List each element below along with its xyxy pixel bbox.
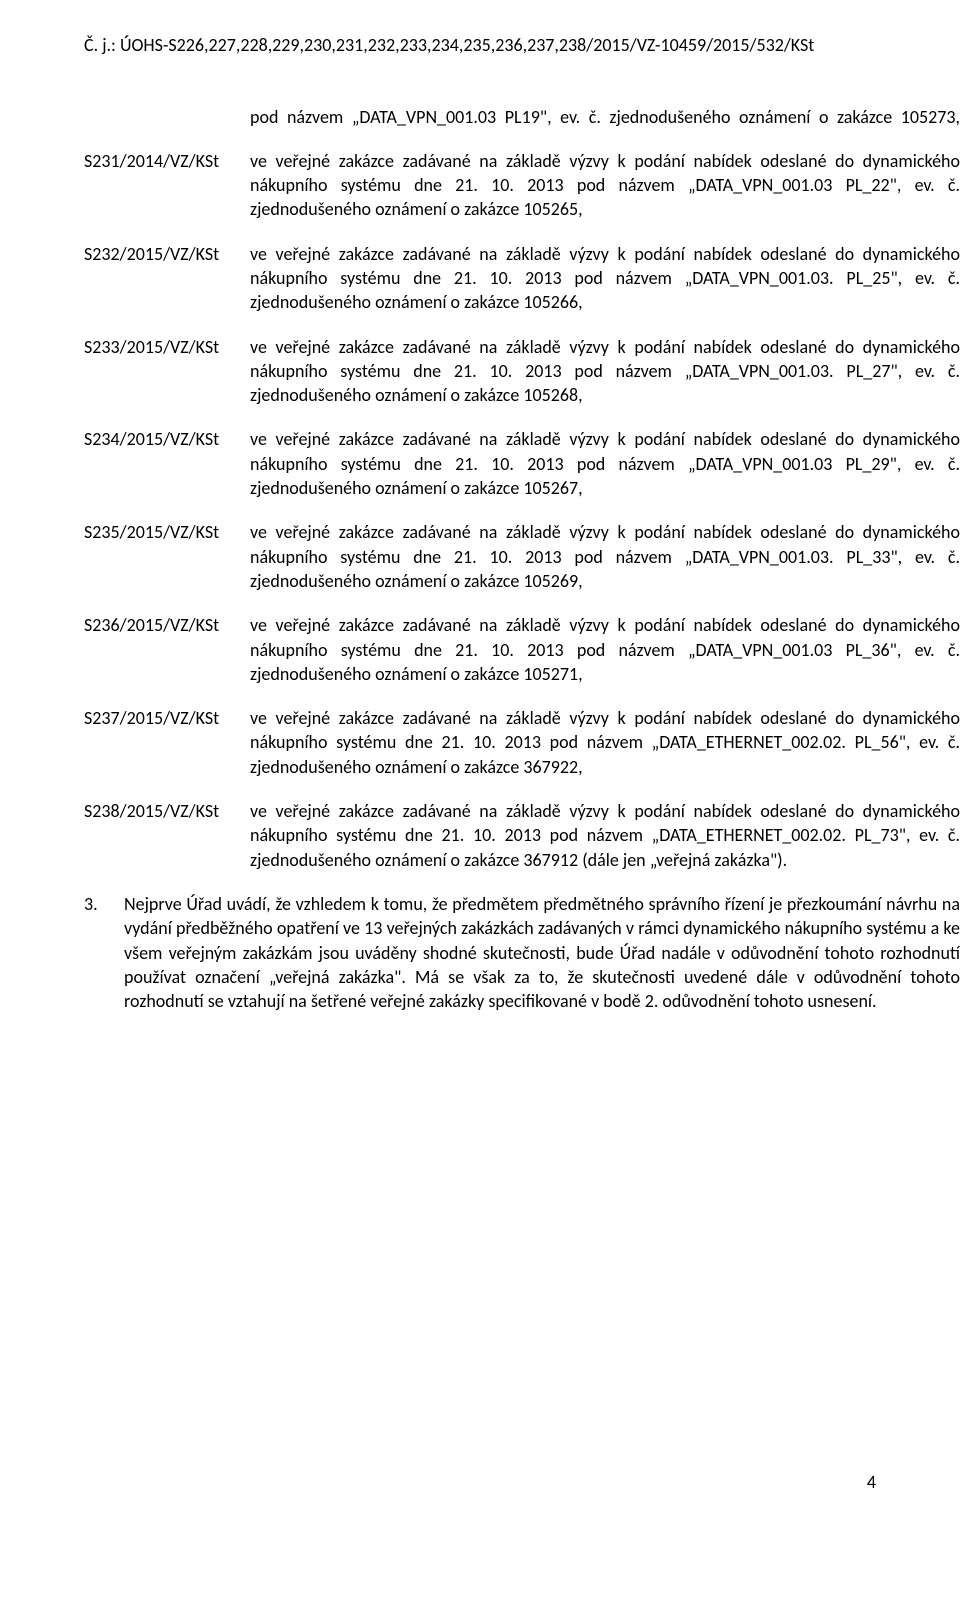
case-body: ve veřejné zakázce zadávané na základě v… [250,799,960,872]
case-entry: S235/2015/VZ/KSt ve veřejné zakázce zadá… [84,520,960,593]
case-label: S236/2015/VZ/KSt [84,613,250,686]
case-entry: S233/2015/VZ/KSt ve veřejné zakázce zadá… [84,335,960,408]
paragraph-number: 3. [84,892,124,1013]
paragraph-text: Nejprve Úřad uvádí, že vzhledem k tomu, … [124,892,960,1013]
case-label: S238/2015/VZ/KSt [84,799,250,872]
case-body: ve veřejné zakázce zadávané na základě v… [250,427,960,500]
case-body: ve veřejné zakázce zadávané na základě v… [250,149,960,222]
page-number: 4 [867,1471,876,1493]
case-entry: S234/2015/VZ/KSt ve veřejné zakázce zadá… [84,427,960,500]
case-entry: S232/2015/VZ/KSt ve veřejné zakázce zadá… [84,242,960,315]
case-body: ve veřejné zakázce zadávané na základě v… [250,706,960,779]
case-body: ve veřejné zakázce zadávané na základě v… [250,335,960,408]
intro-text: pod názvem „DATA_VPN_001.03 PL19", ev. č… [250,105,960,129]
case-label: S231/2014/VZ/KSt [84,149,250,222]
case-label: S232/2015/VZ/KSt [84,242,250,315]
case-body: ve veřejné zakázce zadávané na základě v… [250,613,960,686]
case-entry: S236/2015/VZ/KSt ve veřejné zakázce zadá… [84,613,960,686]
case-label: S233/2015/VZ/KSt [84,335,250,408]
case-body: ve veřejné zakázce zadávané na základě v… [250,520,960,593]
case-entry: S238/2015/VZ/KSt ve veřejné zakázce zadá… [84,799,960,872]
case-label: S237/2015/VZ/KSt [84,706,250,779]
header-case-number: Č. j.: ÚOHS-S226,227,228,229,230,231,232… [84,34,960,57]
numbered-paragraph: 3. Nejprve Úřad uvádí, že vzhledem k tom… [84,892,960,1013]
case-body: ve veřejné zakázce zadávané na základě v… [250,242,960,315]
case-entry: S231/2014/VZ/KSt ve veřejné zakázce zadá… [84,149,960,222]
case-entry: S237/2015/VZ/KSt ve veřejné zakázce zadá… [84,706,960,779]
case-label: S235/2015/VZ/KSt [84,520,250,593]
page: Č. j.: ÚOHS-S226,227,228,229,230,231,232… [0,34,960,1531]
case-label: S234/2015/VZ/KSt [84,427,250,500]
